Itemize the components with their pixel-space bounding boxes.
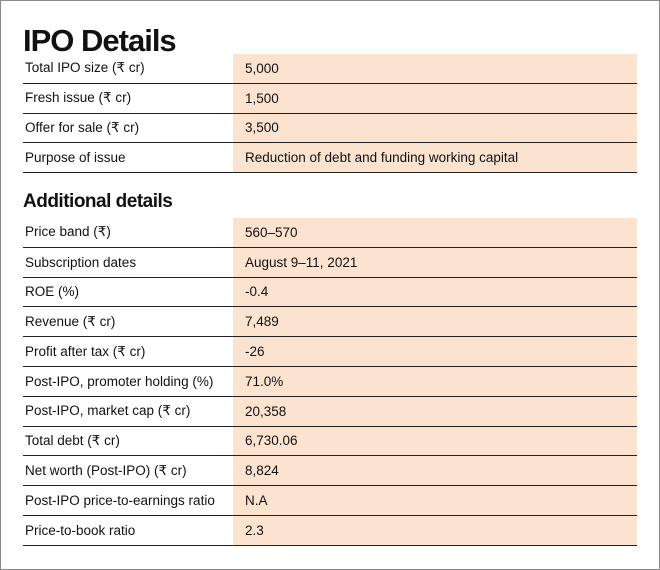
table-row: Price band (₹) 560–570	[23, 218, 637, 248]
row-label: Post-IPO price-to-earnings ratio	[25, 493, 215, 509]
table-row: Purpose of issue Reduction of debt and fu…	[23, 143, 637, 174]
table-row: Total debt (₹ cr) 6,730.06	[23, 426, 637, 457]
table-row: Post-IPO, market cap (₹ cr) 20,358	[23, 396, 637, 427]
table-row: Revenue (₹ cr) 7,489	[23, 307, 637, 338]
table-row: Net worth (Post-IPO) (₹ cr) 8,824	[23, 456, 637, 487]
table-row: Price-to-book ratio 2.3	[23, 516, 637, 546]
row-label: Fresh issue (₹ cr)	[25, 90, 132, 106]
table-row: Profit after tax (₹ cr) -26	[23, 337, 637, 367]
row-value: Reduction of debt and funding working ca…	[233, 143, 637, 173]
table-row: Subscription dates August 9–11, 2021	[23, 247, 637, 278]
row-label: Price-to-book ratio	[25, 522, 136, 538]
table-row: Post-IPO price-to-earnings ratio N.A	[23, 486, 637, 516]
table-row: Fresh issue (₹ cr) 1,500	[23, 83, 637, 114]
row-label: Revenue (₹ cr)	[25, 313, 116, 329]
title: IPO Details	[23, 23, 177, 58]
row-label: Net worth (Post-IPO) (₹ cr)	[25, 462, 187, 478]
row-value: 71.0%	[233, 367, 637, 396]
row-label: Post-IPO, promoter holding (%)	[25, 373, 214, 389]
row-value: 3,500	[233, 113, 637, 143]
section-title: Additional details	[23, 191, 173, 212]
row-value: 7,489	[233, 307, 637, 337]
row-label: Post-IPO, market cap (₹ cr)	[25, 403, 191, 419]
row-value: 5,000	[233, 54, 637, 83]
row-value: 1,500	[233, 83, 637, 113]
row-label: Purpose of issue	[25, 150, 126, 166]
row-value: -26	[233, 337, 637, 366]
row-value: 8,824	[233, 456, 637, 486]
row-value: 20,358	[233, 396, 637, 426]
row-value: 560–570	[233, 218, 637, 247]
table-row: Offer for sale (₹ cr) 3,500	[23, 113, 637, 144]
row-label: Subscription dates	[25, 254, 137, 270]
table-row: Total IPO size (₹ cr) 5,000	[23, 54, 637, 84]
table-row: ROE (%) -0.4	[23, 277, 637, 308]
row-value: 6,730.06	[233, 426, 637, 456]
row-label: ROE (%)	[25, 284, 79, 300]
row-value: -0.4	[233, 277, 637, 307]
row-label: Price band (₹)	[25, 224, 111, 240]
row-value: August 9–11, 2021	[233, 247, 637, 277]
row-label: Total debt (₹ cr)	[25, 432, 120, 448]
row-label: Offer for sale (₹ cr)	[25, 119, 140, 135]
row-label: Profit after tax (₹ cr)	[25, 343, 146, 359]
table-row: Post-IPO, promoter holding (%) 71.0%	[23, 367, 637, 397]
row-value: N.A	[233, 486, 637, 515]
row-value: 2.3	[233, 516, 637, 545]
row-label: Total IPO size (₹ cr)	[25, 60, 145, 76]
